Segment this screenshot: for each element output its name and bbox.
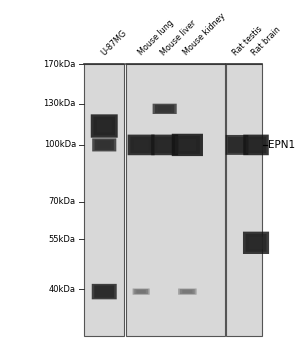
FancyBboxPatch shape: [97, 141, 111, 148]
FancyBboxPatch shape: [92, 138, 116, 152]
FancyBboxPatch shape: [157, 139, 172, 150]
Text: Mouse lung: Mouse lung: [136, 19, 175, 57]
FancyBboxPatch shape: [133, 288, 150, 295]
FancyBboxPatch shape: [243, 135, 269, 155]
FancyBboxPatch shape: [178, 288, 196, 295]
FancyBboxPatch shape: [97, 120, 112, 132]
FancyBboxPatch shape: [249, 139, 263, 150]
FancyBboxPatch shape: [158, 106, 171, 112]
Text: 55kDa: 55kDa: [49, 235, 76, 244]
Text: 170kDa: 170kDa: [43, 60, 76, 69]
FancyBboxPatch shape: [243, 232, 269, 254]
Bar: [84, 64, 124, 336]
Text: 130kDa: 130kDa: [43, 99, 76, 108]
Text: Rat brain: Rat brain: [250, 25, 282, 57]
FancyBboxPatch shape: [231, 139, 243, 150]
FancyBboxPatch shape: [226, 135, 248, 155]
FancyBboxPatch shape: [97, 287, 111, 296]
FancyBboxPatch shape: [136, 290, 146, 293]
FancyBboxPatch shape: [155, 105, 174, 113]
FancyBboxPatch shape: [180, 289, 195, 294]
FancyBboxPatch shape: [130, 136, 152, 153]
FancyBboxPatch shape: [245, 234, 266, 252]
Text: EPN1: EPN1: [268, 140, 295, 150]
Text: Rat testis: Rat testis: [231, 24, 264, 57]
Text: 70kDa: 70kDa: [49, 197, 76, 206]
FancyBboxPatch shape: [92, 284, 117, 299]
FancyBboxPatch shape: [172, 134, 203, 156]
FancyBboxPatch shape: [94, 140, 114, 150]
Text: U-87MG: U-87MG: [99, 28, 128, 57]
FancyBboxPatch shape: [179, 139, 196, 151]
FancyBboxPatch shape: [151, 135, 178, 155]
FancyBboxPatch shape: [175, 136, 200, 154]
Text: 40kDa: 40kDa: [49, 285, 76, 294]
FancyBboxPatch shape: [249, 237, 263, 249]
Text: Mouse kidney: Mouse kidney: [181, 12, 227, 57]
FancyBboxPatch shape: [152, 104, 177, 114]
FancyBboxPatch shape: [154, 136, 176, 153]
FancyBboxPatch shape: [94, 285, 114, 298]
FancyBboxPatch shape: [182, 290, 193, 293]
FancyBboxPatch shape: [246, 136, 266, 153]
FancyBboxPatch shape: [134, 139, 149, 150]
FancyBboxPatch shape: [228, 137, 246, 153]
FancyBboxPatch shape: [128, 135, 155, 155]
FancyBboxPatch shape: [94, 117, 115, 135]
FancyBboxPatch shape: [134, 289, 148, 294]
Text: Mouse liver: Mouse liver: [159, 18, 199, 57]
FancyBboxPatch shape: [91, 114, 118, 138]
Text: 100kDa: 100kDa: [44, 140, 76, 149]
Bar: [226, 64, 262, 336]
Bar: [126, 64, 225, 336]
